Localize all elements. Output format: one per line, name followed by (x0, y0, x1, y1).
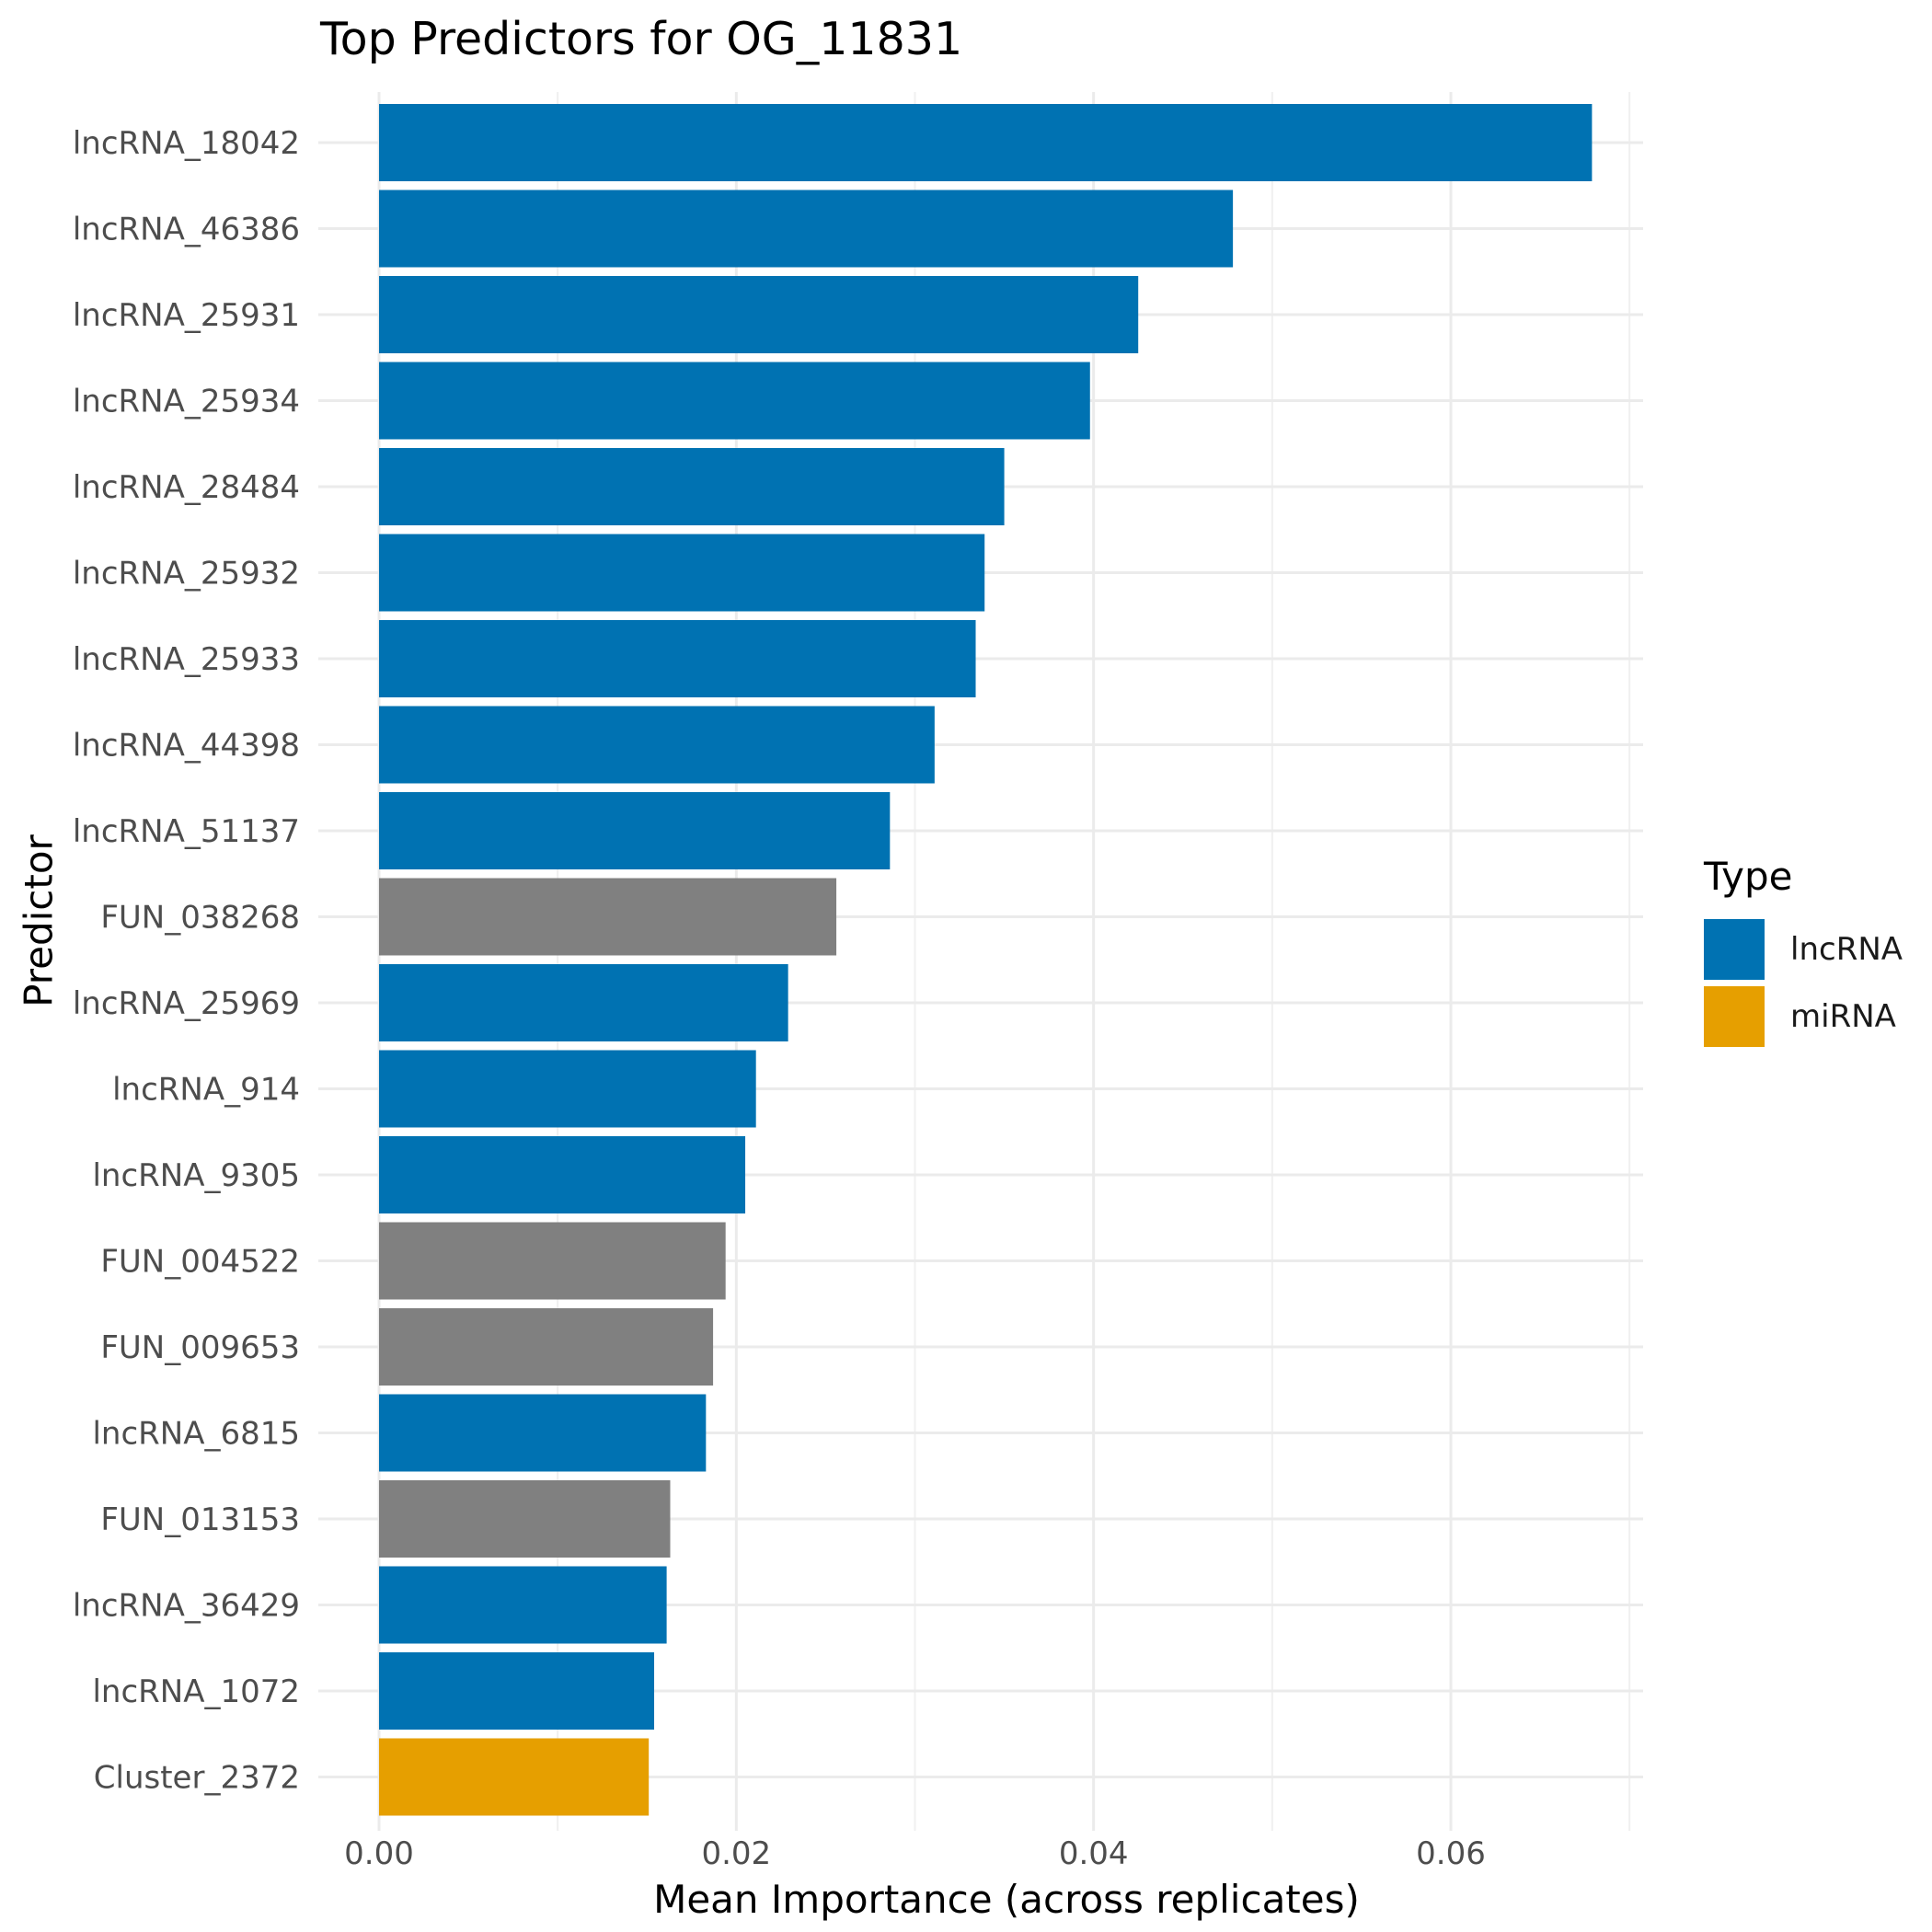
bars-layer (379, 104, 1593, 1816)
y-tick-label: lncRNA_18042 (73, 125, 300, 162)
y-tick-label: lncRNA_914 (112, 1072, 300, 1109)
bar-lncrna_25934 (379, 362, 1090, 440)
bar-lncrna_914 (379, 1050, 756, 1128)
y-axis-title: Predictor (16, 834, 62, 1007)
bar-fun_009653 (379, 1308, 714, 1386)
x-tick-label: 0.02 (701, 1835, 771, 1872)
bar-lncrna_51137 (379, 792, 891, 869)
y-tick-label: lncRNA_46386 (73, 212, 300, 248)
x-axis-title: Mean Importance (across replicates) (653, 1877, 1360, 1922)
bar-lncrna_9305 (379, 1136, 746, 1213)
bar-lncrna_1072 (379, 1652, 655, 1730)
bar-lncrna_25932 (379, 534, 985, 612)
x-tick-labels: 0.00 0.02 0.04 0.06 (344, 1835, 1486, 1872)
legend-swatch-mirna (1704, 985, 1765, 1047)
y-tick-label: lncRNA_6815 (92, 1416, 300, 1453)
legend-label-lncrna: lncRNA (1790, 930, 1903, 968)
y-tick-label: FUN_013153 (100, 1501, 300, 1538)
y-tick-label: lncRNA_25931 (73, 297, 300, 334)
y-tick-label: lncRNA_28484 (73, 469, 300, 506)
y-tick-label: lncRNA_36429 (73, 1588, 300, 1625)
y-tick-label: Cluster_2372 (94, 1760, 300, 1797)
bar-fun_013153 (379, 1480, 671, 1558)
bar-fun_038268 (379, 878, 837, 956)
y-tick-label: lncRNA_51137 (73, 813, 300, 850)
legend-item-mirna: miRNA (1704, 983, 1903, 1050)
bar-lncrna_25931 (379, 276, 1139, 353)
y-tick-label: lncRNA_1072 (92, 1673, 300, 1710)
y-tick-labels: lncRNA_18042 lncRNA_46386 lncRNA_25931 lncR… (73, 125, 300, 1797)
bar-lncrna_18042 (379, 104, 1593, 181)
legend-label-mirna: miRNA (1790, 997, 1896, 1035)
bar-lncrna_6815 (379, 1394, 707, 1472)
legend-swatch-lncrna (1704, 918, 1765, 980)
y-tick-label: lncRNA_44398 (73, 728, 300, 765)
bar-lncrna_44398 (379, 706, 935, 784)
bar-fun_004522 (379, 1222, 726, 1300)
chart-title: Top Predictors for OG_11831 (320, 13, 963, 65)
legend-item-lncrna: lncRNA (1704, 915, 1903, 983)
legend-title: Type (1704, 854, 1793, 899)
y-tick-label: FUN_038268 (100, 900, 300, 937)
bar-lncrna_46386 (379, 190, 1234, 268)
y-tick-label: lncRNA_9305 (92, 1157, 300, 1194)
x-tick-label: 0.04 (1059, 1835, 1129, 1872)
x-tick-label: 0.06 (1416, 1835, 1486, 1872)
bar-lncrna_25933 (379, 620, 976, 697)
bar-lncrna_28484 (379, 448, 1005, 525)
bar-cluster_2372 (379, 1738, 650, 1816)
y-tick-label: lncRNA_25932 (73, 556, 300, 592)
y-tick-label: lncRNA_25969 (73, 985, 300, 1022)
y-tick-label: FUN_004522 (100, 1244, 300, 1281)
bar-lncrna_25969 (379, 964, 788, 1041)
y-tick-label: lncRNA_25933 (73, 641, 300, 678)
x-tick-label: 0.00 (344, 1835, 414, 1872)
legend: Type lncRNA miRNA (1704, 854, 1903, 1050)
y-tick-label: FUN_009653 (100, 1329, 300, 1366)
y-tick-label: lncRNA_25934 (73, 384, 300, 420)
bar-lncrna_36429 (379, 1566, 667, 1644)
